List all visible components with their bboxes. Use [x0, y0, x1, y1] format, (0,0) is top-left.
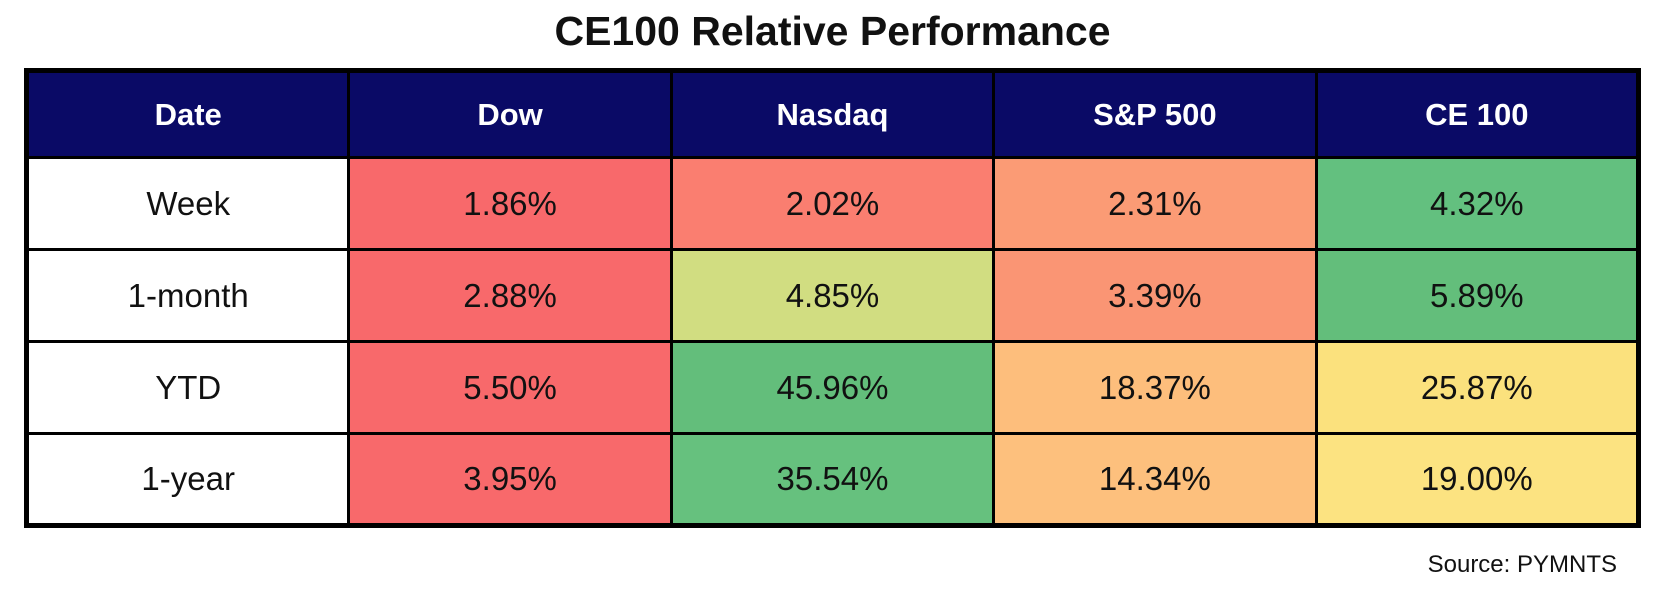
table-cell: 45.96%	[669, 340, 996, 435]
row-label: 1-month	[24, 248, 351, 343]
performance-table: Date Dow Nasdaq S&P 500 CE 100 Week 1.86…	[24, 68, 1641, 528]
page-title: CE100 Relative Performance	[554, 8, 1111, 54]
table-cell: 2.88%	[347, 248, 673, 343]
table-cell: 1.86%	[347, 156, 673, 251]
column-header-dow: Dow	[347, 69, 673, 159]
table-cell: 3.95%	[347, 432, 673, 527]
table-cell: 2.02%	[669, 156, 996, 251]
table-cell: 35.54%	[669, 432, 996, 527]
row-label: 1-year	[24, 432, 351, 527]
table-cell: 5.50%	[347, 340, 673, 435]
row-label: YTD	[24, 340, 351, 435]
table-row-1-year: 1-year 3.95% 35.54% 14.34% 19.00%	[24, 432, 1641, 527]
table-row-ytd: YTD 5.50% 45.96% 18.37% 25.87%	[24, 340, 1641, 435]
row-label: Week	[24, 156, 351, 251]
table-cell: 25.87%	[1314, 340, 1641, 435]
table-row-week: Week 1.86% 2.02% 2.31% 4.32%	[24, 156, 1641, 251]
table-cell: 19.00%	[1314, 432, 1641, 527]
table-cell: 2.31%	[992, 156, 1318, 251]
column-header-nasdaq: Nasdaq	[669, 69, 996, 159]
table-cell: 4.32%	[1314, 156, 1641, 251]
table-cell: 4.85%	[669, 248, 996, 343]
table-cell: 14.34%	[992, 432, 1318, 527]
table-row-1-month: 1-month 2.88% 4.85% 3.39% 5.89%	[24, 248, 1641, 343]
column-header-date: Date	[24, 69, 351, 159]
table-cell: 18.37%	[992, 340, 1318, 435]
header-row: Date Dow Nasdaq S&P 500 CE 100	[24, 69, 1641, 159]
column-header-sp500: S&P 500	[992, 69, 1318, 159]
column-header-ce100: CE 100	[1314, 69, 1641, 159]
table-cell: 3.39%	[992, 248, 1318, 343]
source-attribution: Source: PYMNTS	[1427, 551, 1617, 578]
table-cell: 5.89%	[1314, 248, 1641, 343]
